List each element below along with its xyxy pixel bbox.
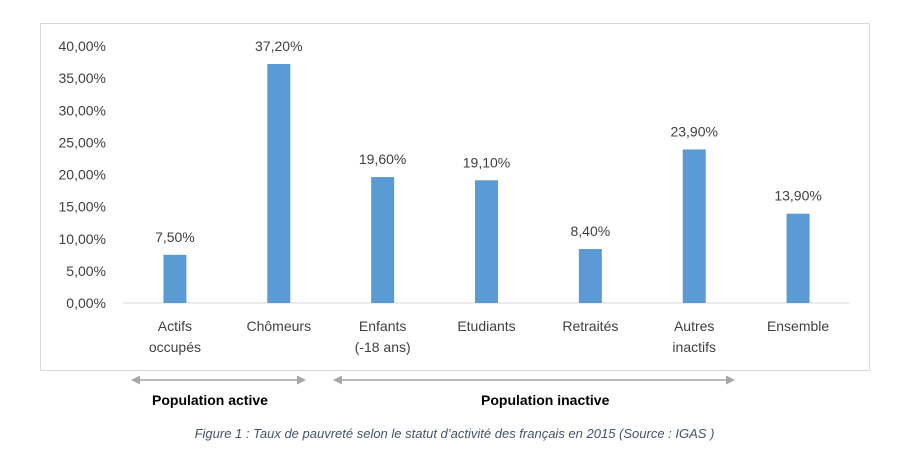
x-tick-label: Retraités: [562, 318, 618, 334]
x-tick-label: Etudiants: [457, 318, 515, 334]
bar: [786, 213, 810, 303]
y-tick-label: 20,00%: [59, 167, 106, 183]
group-arrows: [131, 375, 735, 385]
y-tick-label: 30,00%: [59, 102, 106, 118]
x-tick-label: Autres inactifs: [672, 318, 716, 355]
bar: [267, 63, 291, 303]
y-tick-label: 40,00%: [59, 38, 106, 54]
chart-frame: [40, 23, 870, 371]
data-label: 37,20%: [255, 38, 302, 54]
x-axis-labels: Actifs occupés Chômeurs Enfants (-18 ans) Etu…: [149, 318, 830, 355]
inactive-arrow-left-head: [333, 375, 342, 385]
bar: [163, 254, 187, 303]
y-tick-label: 0,00%: [66, 295, 106, 311]
y-axis-labels: 0,00% 5,00% 10,00% 15,00% 20,00% 25,00% 30,00%…: [59, 38, 106, 311]
bar: [682, 149, 706, 303]
data-label: 19,60%: [359, 151, 406, 167]
data-label: 8,40%: [571, 223, 611, 239]
x-tick-label: Chômeurs: [246, 318, 311, 334]
x-tick-label: Ensemble: [767, 318, 829, 334]
group-label-inactive: Population inactive: [481, 392, 610, 408]
y-tick-label: 10,00%: [59, 231, 106, 247]
bars: [163, 63, 810, 303]
y-tick-label: 15,00%: [59, 199, 106, 215]
group-label-active: Population active: [152, 392, 268, 408]
x-tick-label: Actifs occupés: [149, 318, 201, 355]
active-arrow-right-head: [297, 375, 306, 385]
figure-caption: Figure 1 : Taux de pauvreté selon le sta…: [194, 426, 715, 441]
data-label: 19,10%: [463, 154, 510, 170]
inactive-arrow-right-head: [726, 375, 735, 385]
y-tick-label: 5,00%: [66, 263, 106, 279]
bar: [371, 177, 395, 303]
bar: [475, 180, 498, 303]
data-label: 7,50%: [155, 229, 195, 245]
y-tick-label: 35,00%: [59, 70, 106, 86]
x-tick-label: Enfants (-18 ans): [355, 318, 411, 355]
data-labels: 7,50% 37,20% 19,60% 19,10% 8,40% 23,90% 13,90%: [155, 38, 822, 245]
active-arrow-left-head: [131, 375, 140, 385]
data-label: 13,90%: [774, 188, 821, 204]
data-label: 23,90%: [670, 123, 717, 139]
bar: [578, 249, 602, 303]
y-tick-label: 25,00%: [59, 134, 106, 150]
